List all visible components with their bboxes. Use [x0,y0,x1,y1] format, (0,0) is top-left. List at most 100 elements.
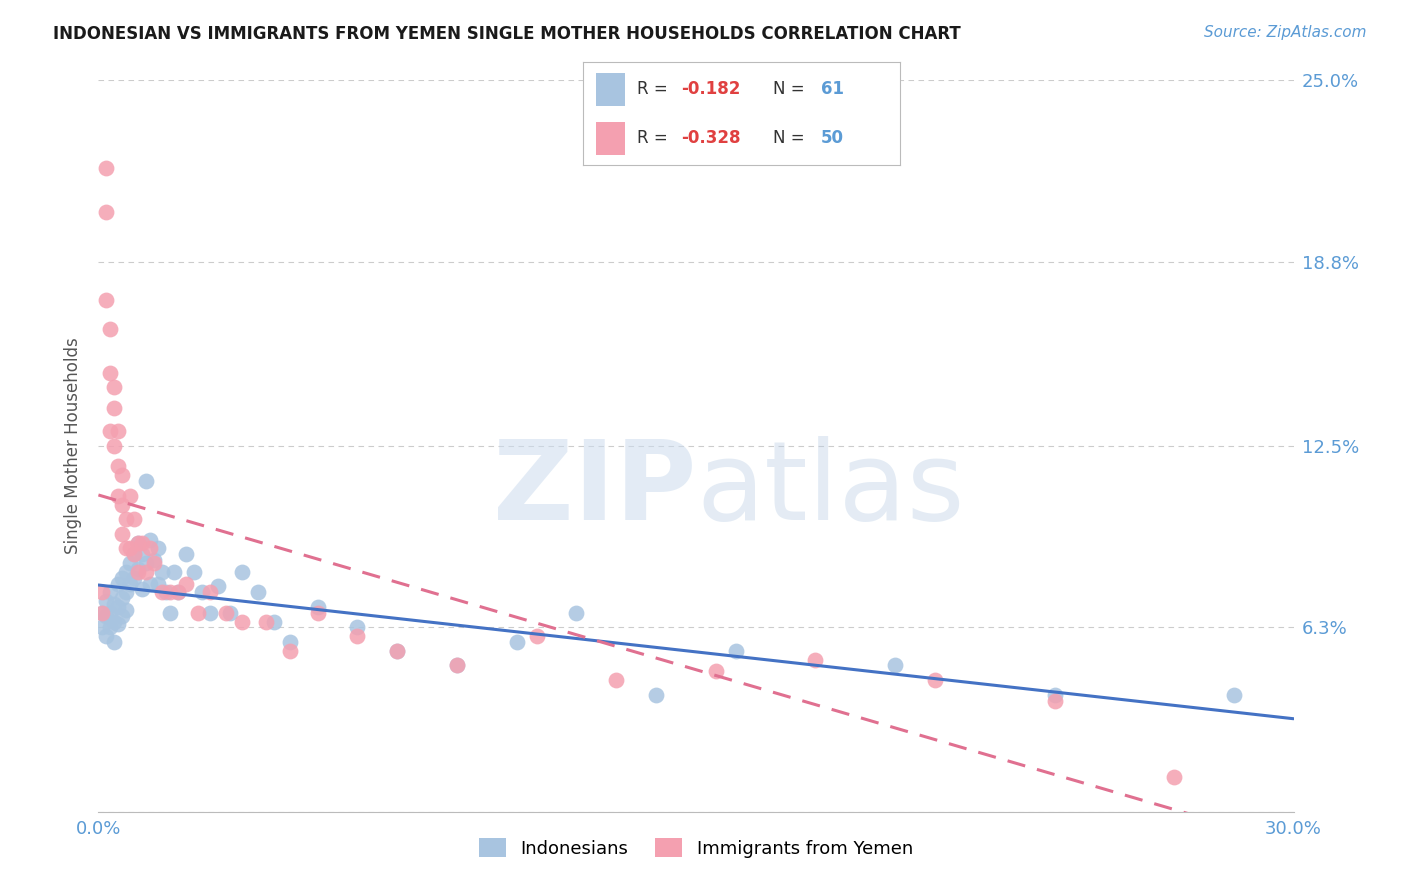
Point [111,608,134,623]
Point [167,585,190,599]
Legend: Indonesians, Immigrants from Yemen: Indonesians, Immigrants from Yemen [471,831,921,865]
Point [148,541,170,556]
Text: R =: R = [637,80,673,98]
Point [96,594,118,608]
Point [96,205,118,219]
Point [278,644,301,658]
Point [924,673,946,687]
Point [1163,770,1185,784]
Point [155,585,177,599]
Point [804,652,827,666]
Point [131,582,153,597]
Point [724,644,747,658]
Point [103,439,125,453]
Point [120,489,142,503]
Point [98,425,122,439]
Point [96,629,118,643]
Point [124,571,146,585]
Point [131,535,153,549]
Point [107,425,129,439]
Text: N =: N = [773,80,810,98]
Text: INDONESIAN VS IMMIGRANTS FROM YEMEN SINGLE MOTHER HOUSEHOLDS CORRELATION CHART: INDONESIAN VS IMMIGRANTS FROM YEMEN SING… [53,25,962,43]
Point [111,468,134,483]
Point [191,585,214,599]
Point [103,380,125,394]
Point [884,658,907,673]
Point [143,556,166,570]
Point [124,547,146,561]
Point [127,535,149,549]
Point [1223,688,1246,702]
Point [115,512,138,526]
Point [187,606,209,620]
Point [565,606,588,620]
Point [135,556,157,570]
Point [91,606,114,620]
Point [111,498,134,512]
Point [385,644,409,658]
Point [107,489,129,503]
Point [107,617,129,632]
Point [263,615,285,629]
Point [645,688,668,702]
Point [150,585,173,599]
Point [124,512,146,526]
Point [385,644,409,658]
Point [98,585,122,599]
Point [174,576,197,591]
Point [111,526,134,541]
Point [120,541,142,556]
Point [139,533,162,547]
Point [103,615,125,629]
FancyBboxPatch shape [596,73,624,105]
Point [124,547,146,561]
Point [346,629,368,643]
Point [526,629,548,643]
Point [1043,688,1066,702]
Point [174,547,197,561]
Text: ZIP: ZIP [492,436,696,543]
FancyBboxPatch shape [596,122,624,155]
Point [163,565,186,579]
Point [207,579,229,593]
Text: R =: R = [637,129,673,147]
Point [231,565,253,579]
Point [91,606,114,620]
Text: atlas: atlas [696,436,965,543]
Point [159,585,181,599]
Text: Source: ZipAtlas.com: Source: ZipAtlas.com [1204,25,1367,40]
Point [704,665,727,679]
Point [96,608,118,623]
Point [91,585,114,599]
Point [115,541,138,556]
Point [115,603,138,617]
Point [91,620,114,634]
Point [139,541,162,556]
Text: N =: N = [773,129,810,147]
Point [159,606,181,620]
Text: -0.182: -0.182 [682,80,741,98]
Point [446,658,468,673]
Point [506,635,529,649]
Point [103,635,125,649]
Point [198,606,221,620]
Point [246,585,269,599]
Point [98,620,122,634]
Point [135,474,157,488]
Point [115,565,138,579]
Point [183,565,205,579]
Point [98,366,122,380]
Point [131,547,153,561]
Point [103,597,125,611]
Point [346,620,368,634]
Point [150,565,173,579]
Point [231,615,253,629]
Point [446,658,468,673]
Point [278,635,301,649]
Point [139,576,162,591]
Point [127,565,149,579]
Point [254,615,277,629]
Y-axis label: Single Mother Households: Single Mother Households [65,338,83,554]
Point [219,606,242,620]
Point [107,599,129,614]
